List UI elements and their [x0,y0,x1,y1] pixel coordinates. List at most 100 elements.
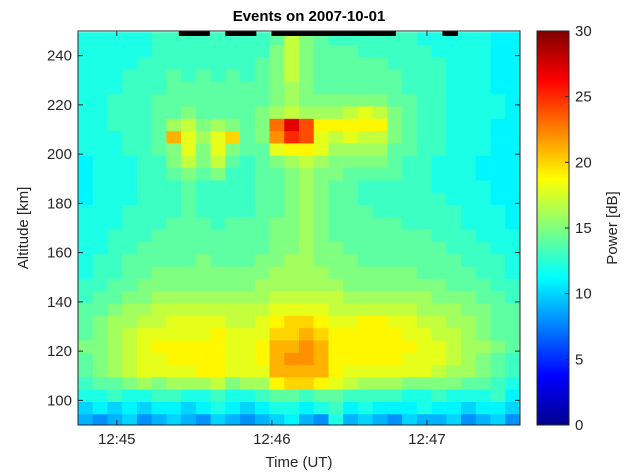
heatmap-cell [181,192,197,205]
heatmap-cell [461,155,477,169]
heatmap-cell [225,327,241,341]
heatmap-cell [92,315,108,329]
heatmap-cell [240,204,256,218]
heatmap-cell [166,93,182,107]
heatmap-cell [92,118,108,132]
heatmap-cell [343,364,359,378]
heatmap-cell [475,413,491,426]
heatmap-cell [136,389,153,402]
heatmap-cell [402,364,418,378]
heatmap-cell [372,376,388,390]
y-tick-label: 140 [47,294,72,311]
heatmap-cell [254,376,270,390]
heatmap-cell [343,340,359,353]
heatmap-cell [240,118,256,132]
heatmap-cell [446,278,462,292]
heatmap-cell [166,241,182,255]
heatmap-cell [431,340,447,353]
heatmap-cell [136,413,153,426]
heatmap-cell [195,155,211,169]
heatmap-cell [269,204,285,218]
heatmap-cell [136,303,153,316]
heatmap-cell [195,216,211,230]
heatmap-cell [78,81,94,95]
heatmap-cell [431,93,447,107]
heatmap-cell [475,192,491,205]
heatmap-cell [254,179,270,193]
heatmap-cell [195,290,211,304]
heatmap-cell [299,130,315,144]
heatmap-cell [181,81,197,95]
heatmap-cell [269,143,285,156]
heatmap-cell [181,44,197,58]
heatmap-cell [78,229,94,242]
heatmap-cell [505,364,521,378]
heatmap-cell [299,315,315,329]
heatmap-cell [461,167,477,181]
heatmap-cell [210,413,226,426]
heatmap-cell [372,216,388,230]
colorbar-tick-label: 10 [575,286,592,303]
heatmap-cell [92,93,108,107]
heatmap-cell [357,179,374,193]
y-tick-label: 160 [47,245,72,262]
heatmap-cell [181,204,197,218]
heatmap-cell [151,352,167,366]
heatmap-cell [151,167,167,181]
heatmap-cell [343,413,359,426]
event-marker [271,31,396,36]
heatmap-cell [387,56,403,70]
heatmap-cell [299,216,315,230]
heatmap-cell [151,93,167,107]
heatmap-cell [254,266,270,279]
heatmap-cell [431,229,447,242]
heatmap-cell [402,130,418,144]
heatmap-cell [195,413,211,426]
heatmap-cell [166,192,182,205]
heatmap-cell [195,327,211,341]
heatmap-cell [387,192,403,205]
heatmap-cell [343,241,359,255]
heatmap-cell [136,143,153,156]
heatmap-cell [210,241,226,255]
heatmap-cell [107,241,123,255]
heatmap-cell [357,327,374,341]
heatmap-cell [416,204,432,218]
heatmap-cell [505,241,521,255]
heatmap-cell [299,266,315,279]
heatmap-cell [328,167,344,181]
heatmap-cell [402,315,418,329]
heatmap-cell [313,69,329,82]
heatmap-cell [181,56,197,70]
heatmap-cell [181,364,197,378]
heatmap-cell [254,290,270,304]
heatmap-cell [122,69,138,82]
heatmap-cell [475,143,491,156]
heatmap-cell [461,216,477,230]
heatmap-cell [372,143,388,156]
heatmap-cell [505,315,521,329]
heatmap-cell [181,106,197,119]
heatmap-cell [431,253,447,267]
heatmap-cell [195,118,211,132]
heatmap-cell [475,204,491,218]
heatmap-cell [136,340,153,353]
heatmap-cell [446,69,462,82]
heatmap-cell [505,143,521,156]
heatmap-cell [240,364,256,378]
heatmap-cell [254,229,270,242]
heatmap-cell [284,143,300,156]
heatmap-cell [461,303,477,316]
heatmap-cell [402,155,418,169]
heatmap-cell [254,413,270,426]
heatmap-cell [387,253,403,267]
heatmap-cell [343,179,359,193]
heatmap-cell [210,56,226,70]
heatmap-cell [284,241,300,255]
heatmap-cell [166,69,182,82]
heatmap-cell [225,315,241,329]
heatmap-cell [151,278,167,292]
heatmap-cell [490,241,506,255]
heatmap-cell [357,389,374,402]
heatmap-cell [490,376,506,390]
